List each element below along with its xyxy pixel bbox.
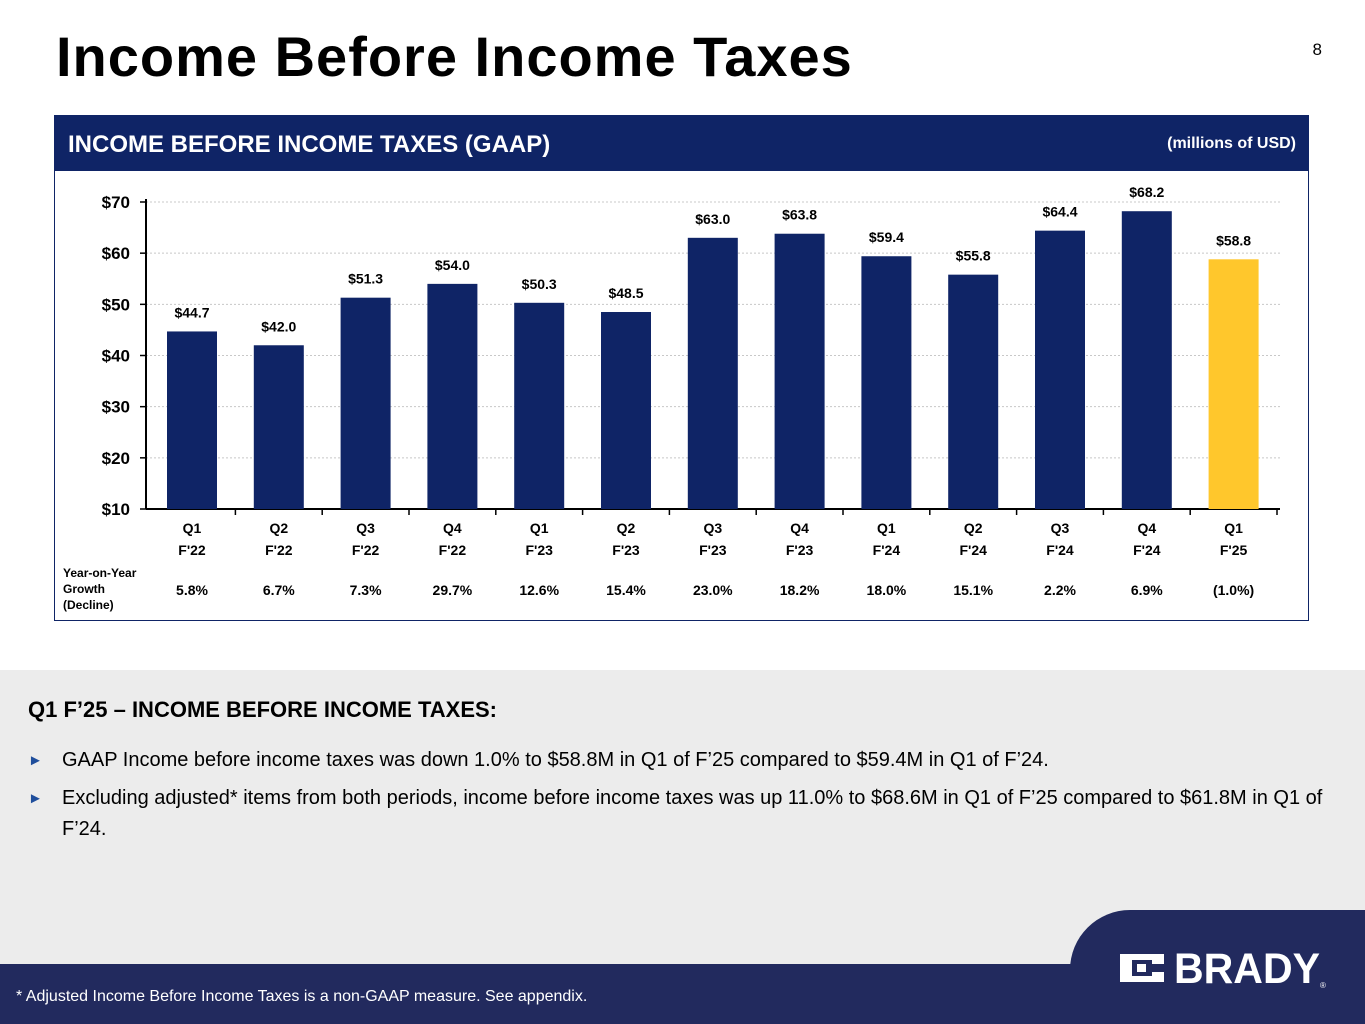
data-label: $59.4 [869,229,904,245]
bar [427,283,478,509]
brady-logo-text: BRADY [1174,946,1320,990]
x-tick-label: F'22 [439,542,467,558]
x-tick-label: Q2 [617,520,636,536]
bar [1121,211,1172,509]
growth-value: 18.0% [867,582,907,598]
y-tick-label: $10 [102,500,130,519]
page-title: Income Before Income Taxes [56,25,853,88]
x-tick-label: Q1 [877,520,896,536]
growth-row-label: (Decline) [63,598,114,612]
data-label: $42.0 [261,318,296,334]
growth-value: 23.0% [693,582,733,598]
bar [514,302,565,509]
growth-value: 6.7% [263,582,295,598]
growth-value: 15.1% [953,582,993,598]
y-tick-label: $50 [102,295,130,314]
x-tick-label: F'22 [352,542,380,558]
x-tick-label: F'24 [1133,542,1161,558]
bar [601,312,651,509]
x-tick-label: F'22 [178,542,206,558]
data-label: $44.7 [174,304,209,320]
bar [340,297,391,509]
triangle-right-icon: ► [28,790,43,807]
brady-logo: BRADY ® [1120,946,1326,990]
data-label: $48.5 [608,285,643,301]
page-number: 8 [1312,40,1322,59]
x-tick-label: F'23 [786,542,814,558]
x-tick-label: Q4 [443,520,462,536]
y-tick-label: $60 [102,244,130,263]
x-tick-label: F'23 [699,542,727,558]
data-label: $55.8 [956,248,991,264]
x-tick-label: Q3 [703,520,722,536]
y-tick-label: $30 [102,398,130,417]
x-tick-label: Q4 [790,520,809,536]
data-label: $58.8 [1216,232,1251,248]
bullet-text: GAAP Income before income taxes was down… [62,749,1049,771]
growth-value: 7.3% [350,582,382,598]
growth-value: 29.7% [433,582,473,598]
growth-row-label: Year-on-Year [63,566,137,580]
growth-value: 5.8% [176,582,208,598]
chart-panel: INCOME BEFORE INCOME TAXES (GAAP) (milli… [54,115,1309,621]
chart-header: INCOME BEFORE INCOME TAXES (GAAP) (milli… [55,116,1308,171]
growth-value: (1.0%) [1213,582,1254,598]
growth-value: 12.6% [519,582,559,598]
x-tick-label: Q2 [964,520,983,536]
x-tick-label: Q1 [183,520,202,536]
bar [774,233,825,509]
registered-mark: ® [1320,981,1326,990]
x-tick-label: F'25 [1220,542,1248,558]
chart-units: (millions of USD) [1167,135,1296,152]
y-tick-label: $70 [102,193,130,212]
x-tick-label: Q1 [1224,520,1243,536]
bar [861,256,912,509]
bar [253,345,304,509]
summary-heading: Q1 F’25 – INCOME BEFORE INCOME TAXES: [28,697,497,722]
x-tick-label: Q1 [530,520,549,536]
footer-band [0,964,1365,1024]
footer-logo-tab [1070,910,1365,970]
x-tick-label: F'24 [1046,542,1074,558]
growth-row-label: Growth [63,582,105,596]
bar-chart: $10 $20 $30 $40 $50 $60 $70 $44.7 Q1 F'22 5.8% $42.… [63,184,1280,612]
bar [167,331,217,509]
chart-title: INCOME BEFORE INCOME TAXES (GAAP) [68,131,551,158]
growth-value: 18.2% [780,582,820,598]
growth-value: 2.2% [1044,582,1076,598]
y-tick-label: $40 [102,347,130,366]
triangle-right-icon: ► [28,752,43,769]
y-tick-label: $20 [102,449,130,468]
data-label: $64.4 [1042,204,1077,220]
data-label: $68.2 [1129,184,1164,200]
x-tick-label: F'24 [873,542,901,558]
data-label: $63.0 [695,211,730,227]
bar [687,237,738,510]
data-label: $54.0 [435,257,470,273]
x-tick-label: Q3 [1051,520,1070,536]
x-tick-label: Q4 [1137,520,1156,536]
data-label: $51.3 [348,271,383,287]
bar [948,274,999,509]
growth-value: 6.9% [1131,582,1163,598]
growth-value: 15.4% [606,582,646,598]
bar [1035,230,1085,510]
x-tick-label: Q2 [269,520,288,536]
x-tick-label: F'23 [612,542,640,558]
bar [1208,259,1259,509]
brady-logo-mark-icon [1120,954,1164,982]
footnote: * Adjusted Income Before Income Taxes is… [16,988,588,1005]
data-label: $63.8 [782,207,817,223]
x-tick-label: Q3 [356,520,375,536]
x-tick-label: F'24 [959,542,987,558]
data-label: $50.3 [522,276,557,292]
x-tick-label: F'22 [265,542,293,558]
bullet-text: Excluding adjusted* items from both peri… [62,787,1323,840]
x-tick-label: F'23 [525,542,553,558]
